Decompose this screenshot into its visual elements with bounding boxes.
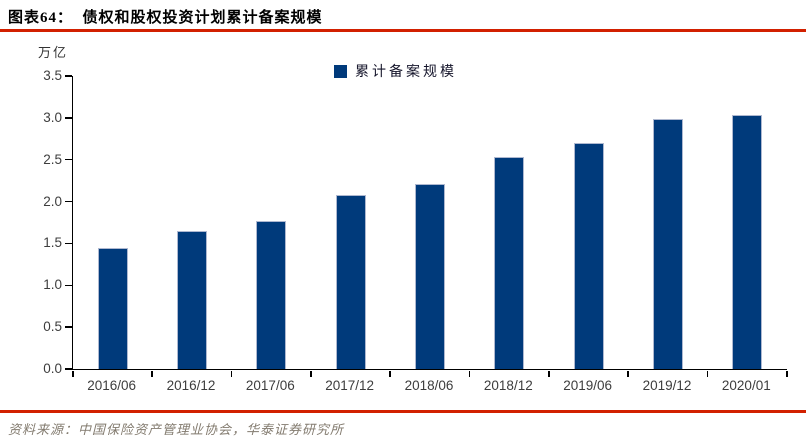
x-tick-mark	[786, 370, 788, 377]
chart-legend: 累计备案规模	[334, 61, 457, 81]
bar-2017/06	[256, 220, 287, 369]
bar-2017/12	[335, 194, 366, 369]
x-tick-label: 2018/06	[404, 378, 454, 393]
y-tick-mark	[65, 284, 72, 287]
source-note: 资料来源：中国保险资产管理业协会，华泰证券研究所	[8, 422, 345, 437]
x-tick-mark	[72, 370, 74, 377]
y-tick-label: 3.5	[43, 68, 62, 83]
x-tick-mark	[389, 370, 391, 377]
x-tick-label: 2018/12	[483, 378, 533, 393]
x-tick-mark	[151, 370, 153, 377]
y-tick-mark	[65, 200, 72, 203]
y-tick-mark	[65, 75, 72, 77]
y-axis-unit-label: 万亿	[38, 45, 69, 60]
x-tick-label: 2017/12	[325, 378, 375, 393]
x-tick-label: 2019/12	[642, 378, 692, 393]
title-underline	[0, 29, 806, 32]
y-tick-label: 3.0	[43, 109, 62, 125]
y-tick-label: 0.5	[43, 319, 62, 335]
plot-area	[72, 76, 787, 370]
y-tick-label: 0.0	[43, 361, 62, 376]
x-tick-mark	[230, 370, 233, 377]
y-tick-mark	[65, 326, 72, 328]
x-tick-mark	[706, 370, 709, 377]
x-tick-label: 2016/12	[166, 378, 216, 393]
y-tick-mark	[65, 158, 72, 161]
footer-rule	[0, 410, 806, 413]
y-tick-mark	[65, 242, 72, 245]
bar-2018/12	[494, 157, 525, 369]
y-tick-label: 2.5	[43, 151, 62, 167]
x-tick-mark	[548, 370, 550, 377]
y-tick-label: 2.0	[43, 193, 62, 209]
x-tick-label: 2017/06	[245, 378, 295, 393]
bar-2019/12	[653, 118, 683, 369]
legend-label: 累计备案规模	[355, 63, 457, 79]
x-tick-mark	[468, 370, 471, 377]
figure-title: 图表64： 债权和股权投资计划累计备案规模	[8, 10, 323, 26]
bar-2019/06	[573, 142, 604, 369]
y-tick-mark	[65, 368, 72, 370]
x-tick-label: 2016/06	[87, 378, 137, 393]
y-tick-mark	[65, 117, 72, 119]
bar-2016/12	[177, 230, 207, 369]
bar-2018/06	[415, 184, 445, 369]
bar-2016/06	[97, 248, 128, 369]
x-tick-label: 2020/01	[721, 378, 771, 393]
x-tick-mark	[310, 370, 312, 377]
legend-swatch-icon	[334, 64, 347, 78]
y-tick-label: 1.0	[43, 277, 62, 293]
x-tick-label: 2019/06	[563, 378, 613, 393]
y-tick-label: 1.5	[43, 235, 62, 251]
bar-2020/01	[732, 114, 763, 369]
x-tick-mark	[627, 370, 629, 377]
